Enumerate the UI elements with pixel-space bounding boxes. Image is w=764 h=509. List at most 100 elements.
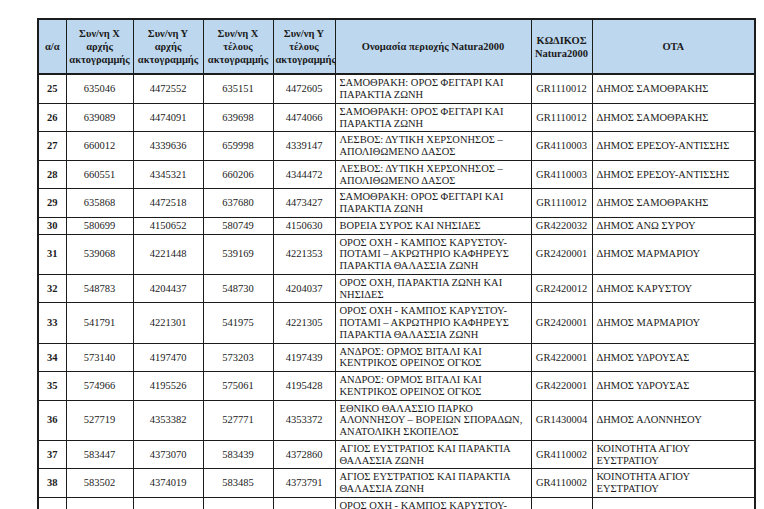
table-row: 27 660012 4339636 659998 4339147 ΛΕΣΒΟΣ:… xyxy=(38,132,755,161)
table-row: 28 660551 4345321 660206 4344472 ΛΕΣΒΟΣ:… xyxy=(38,160,755,189)
col-header-y-start: Συν/νη Υ αρχής ακτογραμμής xyxy=(133,19,203,74)
cell-code: GR4220001 xyxy=(531,343,592,372)
table-row: 25 635046 4472552 635151 4472605 ΣΑΜΟΘΡΑ… xyxy=(38,74,755,103)
cell-x-start: 660012 xyxy=(66,132,133,161)
cell-row-number: 34 xyxy=(38,343,66,372)
cell-ota: ΔΗΜΟΣ ΣΑΜΟΘΡΑΚΗΣ xyxy=(592,74,755,103)
cell-code: GR1430004 xyxy=(531,400,592,440)
cell-x-end: 639698 xyxy=(203,103,273,132)
cell-ota: ΔΗΜΟΣ ΣΑΜΟΘΡΑΚΗΣ xyxy=(592,103,755,132)
cell-ota: ΚΟΙΝΟΤΗΤΑ ΑΓΙΟΥ ΕΥΣΤΡΑΤΙΟΥ xyxy=(592,469,755,498)
cell-ota: ΔΗΜΟΣ ΑΝΩ ΣΥΡΟΥ xyxy=(592,217,755,234)
cell-x-start: 583502 xyxy=(66,469,133,498)
cell-y-start: 4345321 xyxy=(133,160,203,189)
cell-y-start: 4353382 xyxy=(133,400,203,440)
cell-site-name: ΟΡΟΣ ΟΧΗ - ΚΑΜΠΟΣ ΚΑΡΥΣΤΟΥ-ΠΟΤΑΜΙ – ΑΚΡΩ… xyxy=(335,497,531,509)
cell-x-start: 583447 xyxy=(66,440,133,469)
col-header-x-start: Συν/νη Χ αρχής ακτογραμμής xyxy=(66,19,133,74)
cell-y-start: 4339636 xyxy=(133,132,203,161)
document-page: α/α Συν/νη Χ αρχής ακτογραμμής Συν/νη Υ … xyxy=(0,0,764,509)
cell-x-start: 574966 xyxy=(66,372,133,401)
cell-code: GR2420001 xyxy=(531,234,592,274)
cell-site-name: ΟΡΟΣ ΟΧΗ - ΚΑΜΠΟΣ ΚΑΡΥΣΤΟΥ-ΠΟΤΑΜΙ – ΑΚΡΩ… xyxy=(335,303,531,343)
cell-x-end: 583485 xyxy=(203,469,273,498)
cell-x-end: 573203 xyxy=(203,343,273,372)
cell-row-number: 37 xyxy=(38,440,66,469)
cell-row-number: 26 xyxy=(38,103,66,132)
cell-code: GR4110002 xyxy=(531,440,592,469)
cell-x-end: 548730 xyxy=(203,274,273,303)
cell-ota: ΔΗΜΟΣ ΥΔΡΟΥΣΑΣ xyxy=(592,343,755,372)
cell-row-number: 25 xyxy=(38,74,66,103)
cell-site-name: ΛΕΣΒΟΣ: ΔΥΤΙΚΗ ΧΕΡΣΟΝΗΣΟΣ – ΑΠΟΛΙΘΩΜΕΝΟ … xyxy=(335,132,531,161)
col-header-aa: α/α xyxy=(38,19,66,74)
cell-site-name: ΛΕΣΒΟΣ: ΔΥΤΙΚΗ ΧΕΡΣΟΝΗΣΟΣ – ΑΠΟΛΙΘΩΜΕΝΟ … xyxy=(335,160,531,189)
cell-x-start: 660551 xyxy=(66,160,133,189)
cell-code: GR4110002 xyxy=(531,469,592,498)
natura2000-table: α/α Συν/νη Χ αρχής ακτογραμμής Συν/νη Υ … xyxy=(37,18,756,509)
col-header-ota: ΟΤΑ xyxy=(592,19,755,74)
table-row: 39 549597 4206839 549708 4206204 ΟΡΟΣ ΟΧ… xyxy=(38,497,755,509)
cell-y-start: 4374019 xyxy=(133,469,203,498)
cell-x-end: 575061 xyxy=(203,372,273,401)
cell-ota: ΔΗΜΟΣ ΚΑΡΥΣΤΟΥ xyxy=(592,497,755,509)
table-row: 33 541791 4221301 541975 4221305 ΟΡΟΣ ΟΧ… xyxy=(38,303,755,343)
cell-y-end: 4372860 xyxy=(273,440,335,469)
cell-site-name: ΑΓΙΟΣ ΕΥΣΤΡΑΤΙΟΣ ΚΑΙ ΠΑΡΑΚΤΙΑ ΘΑΛΑΣΣΙΑ Ζ… xyxy=(335,440,531,469)
cell-y-start: 4195526 xyxy=(133,372,203,401)
cell-ota: ΔΗΜΟΣ ΣΑΜΟΘΡΑΚΗΣ xyxy=(592,189,755,218)
cell-site-name: ΑΓΙΟΣ ΕΥΣΤΡΑΤΙΟΣ ΚΑΙ ΠΑΡΑΚΤΙΑ ΘΑΛΑΣΣΙΑ Ζ… xyxy=(335,469,531,498)
cell-code: GR2420001 xyxy=(531,497,592,509)
cell-y-end: 4204037 xyxy=(273,274,335,303)
cell-ota: ΔΗΜΟΣ ΥΔΡΟΥΣΑΣ xyxy=(592,372,755,401)
cell-site-name: ΑΝΔΡΟΣ: ΟΡΜΟΣ ΒΙΤΑΛΙ ΚΑΙ ΚΕΝΤΡΙΚΟΣ ΟΡΕΙΝ… xyxy=(335,372,531,401)
cell-row-number: 31 xyxy=(38,234,66,274)
cell-site-name: ΣΑΜΟΘΡΑΚΗ: ΟΡΟΣ ΦΕΓΓΑΡΙ ΚΑΙ ΠΑΡΑΚΤΙΑ ΖΩΝ… xyxy=(335,74,531,103)
cell-row-number: 27 xyxy=(38,132,66,161)
cell-code: GR1110012 xyxy=(531,189,592,218)
cell-y-end: 4474066 xyxy=(273,103,335,132)
cell-y-start: 4472552 xyxy=(133,74,203,103)
col-header-x-end: Συν/νη Χ τέλους ακτογραμμής xyxy=(203,19,273,74)
cell-site-name: ΟΡΟΣ ΟΧΗ, ΠΑΡΑΚΤΙΑ ΖΩΝΗ ΚΑΙ ΝΗΣΙΔΕΣ xyxy=(335,274,531,303)
cell-y-start: 4197470 xyxy=(133,343,203,372)
cell-code: GR1110012 xyxy=(531,74,592,103)
cell-ota: ΔΗΜΟΣ ΕΡΕΣΟΥ-ΑΝΤΙΣΣΗΣ xyxy=(592,132,755,161)
cell-x-start: 635046 xyxy=(66,74,133,103)
cell-y-end: 4221305 xyxy=(273,303,335,343)
cell-y-end: 4221353 xyxy=(273,234,335,274)
cell-x-start: 580699 xyxy=(66,217,133,234)
cell-x-end: 660206 xyxy=(203,160,273,189)
cell-x-start: 541791 xyxy=(66,303,133,343)
cell-code: GR2420012 xyxy=(531,274,592,303)
col-header-code: ΚΩΔΙΚΟΣ Natura2000 xyxy=(531,19,592,74)
cell-x-end: 583439 xyxy=(203,440,273,469)
cell-site-name: ΟΡΟΣ ΟΧΗ - ΚΑΜΠΟΣ ΚΑΡΥΣΤΟΥ-ΠΟΤΑΜΙ – ΑΚΡΩ… xyxy=(335,234,531,274)
cell-site-name: ΑΝΔΡΟΣ: ΟΡΜΟΣ ΒΙΤΑΛΙ ΚΑΙ ΚΕΝΤΡΙΚΟΣ ΟΡΕΙΝ… xyxy=(335,343,531,372)
cell-row-number: 36 xyxy=(38,400,66,440)
cell-ota: ΔΗΜΟΣ ΚΑΡΥΣΤΟΥ xyxy=(592,274,755,303)
cell-row-number: 29 xyxy=(38,189,66,218)
table-row: 37 583447 4373070 583439 4372860 ΑΓΙΟΣ Ε… xyxy=(38,440,755,469)
cell-y-end: 4373791 xyxy=(273,469,335,498)
cell-y-start: 4221448 xyxy=(133,234,203,274)
cell-y-start: 4206839 xyxy=(133,497,203,509)
cell-x-start: 635868 xyxy=(66,189,133,218)
cell-row-number: 30 xyxy=(38,217,66,234)
cell-code: GR1110012 xyxy=(531,103,592,132)
cell-x-start: 548783 xyxy=(66,274,133,303)
header-row: α/α Συν/νη Χ αρχής ακτογραμμής Συν/νη Υ … xyxy=(38,19,755,74)
cell-row-number: 33 xyxy=(38,303,66,343)
cell-ota: ΚΟΙΝΟΤΗΤΑ ΑΓΙΟΥ ΕΥΣΤΡΑΤΙΟΥ xyxy=(592,440,755,469)
cell-code: GR4220001 xyxy=(531,372,592,401)
table-row: 36 527719 4353382 527771 4353372 ΕΘΝΙΚΟ … xyxy=(38,400,755,440)
cell-x-end: 635151 xyxy=(203,74,273,103)
cell-site-name: ΒΟΡΕΙΑ ΣΥΡΟΣ ΚΑΙ ΝΗΣΙΔΕΣ xyxy=(335,217,531,234)
table-row: 34 573140 4197470 573203 4197439 ΑΝΔΡΟΣ:… xyxy=(38,343,755,372)
cell-x-start: 549597 xyxy=(66,497,133,509)
cell-ota: ΔΗΜΟΣ ΜΑΡΜΑΡΙΟΥ xyxy=(592,303,755,343)
table-header: α/α Συν/νη Χ αρχής ακτογραμμής Συν/νη Υ … xyxy=(38,19,755,74)
cell-row-number: 35 xyxy=(38,372,66,401)
cell-y-end: 4344472 xyxy=(273,160,335,189)
cell-y-end: 4353372 xyxy=(273,400,335,440)
